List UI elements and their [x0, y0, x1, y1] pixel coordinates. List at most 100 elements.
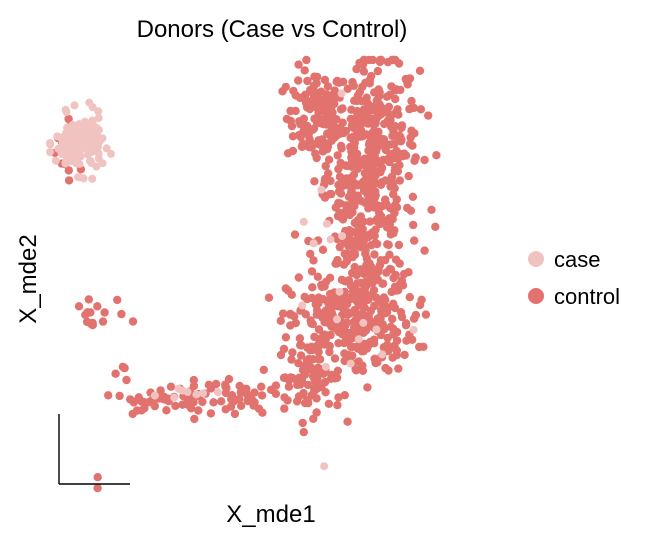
point-control [350, 287, 359, 297]
point-control [389, 330, 398, 339]
point-control [312, 310, 321, 319]
point-case [80, 125, 89, 134]
point-control [280, 393, 289, 402]
point-control [427, 205, 436, 214]
legend-marker-control [528, 288, 544, 304]
point-case [174, 384, 183, 393]
point-control [334, 164, 343, 174]
point-control [345, 226, 354, 235]
point-case [46, 139, 54, 147]
point-control [343, 417, 352, 426]
point-control [310, 114, 319, 123]
point-control [294, 273, 303, 282]
point-control [171, 401, 180, 411]
point-control [287, 355, 296, 364]
point-control [325, 347, 334, 357]
point-control [397, 121, 407, 130]
point-case [298, 301, 307, 310]
scatter-points [46, 55, 441, 493]
point-control [420, 246, 429, 255]
point-control [417, 295, 426, 304]
point-control [350, 295, 360, 304]
point-control [254, 404, 264, 413]
point-control [296, 341, 305, 350]
point-control [320, 282, 329, 291]
point-control [295, 334, 305, 343]
point-control [84, 295, 94, 304]
point-control [358, 310, 368, 319]
point-control [122, 375, 131, 385]
point-control [118, 362, 128, 372]
point-control [356, 242, 365, 252]
point-control [369, 286, 379, 295]
point-control [294, 76, 303, 85]
point-case [354, 335, 363, 344]
point-control [325, 273, 335, 282]
point-control [333, 366, 343, 375]
point-control [166, 382, 176, 391]
point-control [348, 268, 357, 278]
point-control [83, 308, 92, 317]
point-control [350, 197, 360, 206]
point-case [107, 149, 115, 158]
x-axis-label: X_mde1 [226, 501, 315, 528]
point-control [416, 105, 426, 114]
point-control [312, 408, 321, 417]
point-control [299, 361, 309, 370]
point-control [189, 375, 198, 385]
point-control [314, 325, 324, 334]
point-control [310, 72, 319, 81]
point-control [292, 397, 302, 406]
point-control [376, 298, 385, 307]
point-control [298, 418, 307, 428]
point-case [322, 219, 331, 228]
point-case [58, 137, 67, 146]
point-control [365, 217, 375, 226]
point-control [376, 180, 386, 189]
point-case [94, 114, 103, 122]
point-control [336, 199, 345, 208]
point-case [94, 107, 103, 116]
legend-label-case: case [554, 247, 600, 272]
point-control [369, 161, 378, 171]
point-control [392, 195, 401, 204]
point-control [306, 316, 315, 325]
point-control [381, 145, 390, 155]
point-control [323, 318, 332, 327]
point-control [339, 77, 348, 87]
point-control [74, 302, 84, 311]
point-control [307, 365, 316, 374]
point-control [371, 358, 380, 368]
point-control [407, 96, 416, 106]
point-control [318, 245, 328, 254]
point-case [409, 325, 418, 334]
point-case [86, 157, 95, 165]
point-control [310, 332, 319, 342]
point-control [324, 169, 333, 178]
point-case [199, 389, 208, 398]
point-case [320, 462, 329, 471]
point-control [266, 385, 276, 394]
point-case [326, 235, 335, 244]
point-control [388, 324, 398, 333]
point-control [342, 293, 351, 302]
point-control [288, 348, 297, 357]
point-control [411, 310, 421, 320]
point-control [217, 397, 226, 406]
point-control [111, 369, 120, 378]
point-control [370, 119, 379, 128]
point-control [392, 336, 402, 345]
point-control [226, 402, 236, 411]
point-case [79, 174, 88, 183]
point-control [291, 91, 300, 100]
point-control [309, 414, 318, 423]
point-control [286, 309, 295, 319]
point-control [300, 66, 309, 75]
point-control [288, 146, 298, 156]
point-control [156, 386, 165, 395]
point-control [338, 104, 347, 113]
point-case [359, 318, 368, 327]
point-control [387, 287, 396, 297]
point-control [64, 114, 73, 124]
point-control [364, 204, 373, 213]
